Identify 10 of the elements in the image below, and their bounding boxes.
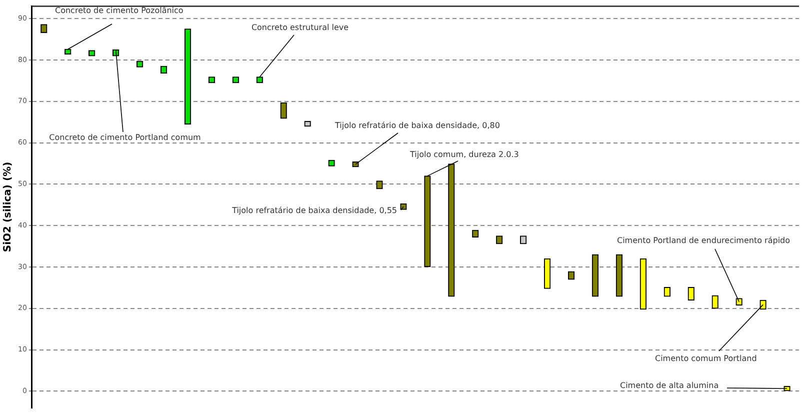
annotation: Concreto de cimento Portland comum [49,133,202,142]
y-axis-title: SiO2 (silica) (%) [2,162,14,252]
annotation: Cimento de alta alumina [620,381,719,390]
annotation: Concreto estrutural leve [251,23,349,32]
annotation: Tijolo refratário de baixa densidade, 0,55 [231,206,397,216]
annotation: Cimento Portland de endurecimento rápido [617,236,790,246]
annotation: Cimento comum Portland [655,354,757,364]
annotation: Concreto de cimento Pozolânico [55,6,184,16]
annotation: Tijolo comum, dureza 2.0.3 [409,150,519,160]
annotation: Tijolo refratário de baixa densidade, 0,80 [334,121,500,130]
